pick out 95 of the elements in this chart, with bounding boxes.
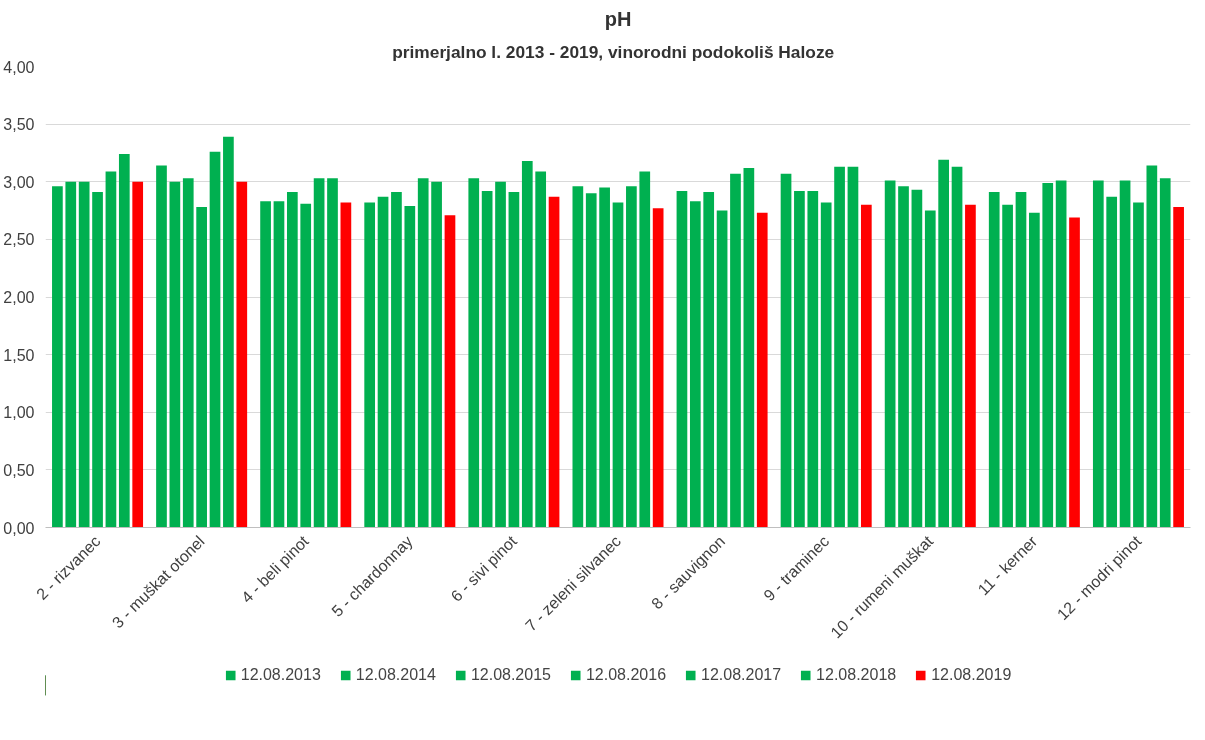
bar (1106, 196, 1118, 528)
bar (286, 192, 298, 528)
bar (481, 190, 493, 528)
bar (1159, 178, 1171, 528)
bar (273, 201, 285, 528)
bar (92, 192, 103, 528)
bar (860, 204, 872, 528)
bar (105, 171, 117, 528)
y-tick-label: 2,50 (3, 231, 35, 249)
bar (780, 173, 792, 528)
bar (820, 202, 832, 528)
bar (703, 192, 715, 528)
y-tick-label: 2,00 (3, 289, 35, 306)
bar (652, 208, 664, 528)
y-tick-label: 1,00 (3, 404, 35, 422)
bar (300, 203, 312, 528)
legend-label: 12.08.2016 (585, 666, 667, 684)
bar (508, 192, 520, 528)
bar (169, 181, 181, 528)
bar (1042, 182, 1054, 528)
bar (535, 171, 547, 528)
bar (1002, 204, 1013, 528)
bar (404, 205, 416, 528)
bar (612, 202, 624, 528)
bar (444, 215, 456, 528)
bar (391, 192, 402, 528)
bar (1092, 180, 1104, 528)
bar (572, 186, 584, 528)
bar (911, 189, 923, 528)
chart-subtitle: primerjalno l. 2013 - 2019, vinorodni podokoliš Haloze (392, 41, 835, 62)
bar (417, 178, 429, 528)
bar (794, 190, 805, 528)
bar (1146, 165, 1158, 528)
bar (209, 151, 221, 528)
bar (521, 161, 533, 528)
y-tick-label: 3,50 (3, 116, 35, 134)
legend-label: 12.08.2013 (240, 666, 321, 684)
bar (676, 190, 688, 528)
bar (639, 171, 651, 528)
bar (1069, 217, 1080, 528)
bar (52, 186, 63, 528)
bar (78, 181, 90, 528)
y-tick-label: 3,00 (3, 173, 35, 191)
bar (260, 201, 271, 528)
legend-label: 12.08.2014 (355, 666, 436, 684)
bar (364, 202, 376, 528)
bar (182, 178, 194, 528)
bar (585, 193, 597, 528)
bar (132, 181, 144, 528)
bar (1055, 180, 1067, 528)
bar (689, 201, 701, 528)
bar (313, 178, 325, 528)
bar (327, 178, 338, 528)
bar (756, 212, 768, 528)
bar (1133, 202, 1144, 528)
legend-label: 12.08.2017 (701, 666, 782, 684)
bar (196, 207, 207, 528)
bar (924, 210, 936, 528)
bar (156, 165, 167, 528)
bar (468, 178, 480, 528)
bar (495, 181, 506, 528)
bar (1029, 212, 1040, 528)
bar (716, 210, 728, 528)
bar (847, 166, 859, 528)
bar (743, 167, 755, 528)
bar (834, 166, 845, 528)
bar (236, 181, 248, 528)
bar (1119, 180, 1131, 528)
y-tick-label: 1,50 (3, 346, 35, 364)
y-tick-label: 0,00 (3, 519, 35, 537)
bar (965, 204, 976, 528)
bar (951, 166, 963, 528)
bar (898, 186, 909, 528)
bar (431, 181, 442, 528)
bar (340, 202, 352, 528)
bar (377, 196, 389, 528)
bar (223, 136, 234, 528)
bar (1173, 207, 1184, 528)
bar (938, 159, 950, 528)
bar (884, 180, 896, 528)
chart-title: pH (604, 7, 632, 30)
legend-label: 12.08.2015 (470, 666, 551, 684)
bar (1015, 192, 1027, 528)
y-tick-label: 0,50 (3, 461, 35, 479)
y-tick-label: 4,00 (3, 58, 35, 76)
bar (65, 181, 77, 528)
bar (988, 192, 1000, 528)
bar (548, 196, 560, 528)
bar (118, 154, 130, 528)
bar (730, 173, 741, 528)
bar (599, 187, 610, 528)
legend-label: 12.08.2019 (931, 666, 1012, 684)
bar (807, 190, 819, 528)
legend-label: 12.08.2018 (816, 666, 897, 684)
bar (626, 186, 637, 528)
